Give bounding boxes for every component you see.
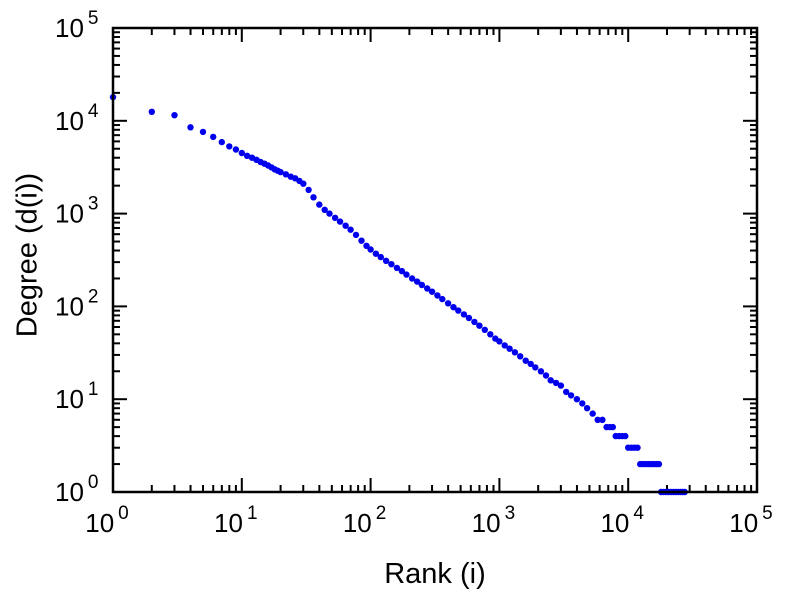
- y-axis-title: Degree (d(i)): [11, 172, 44, 338]
- y-tick-label: 10 0: [55, 472, 99, 507]
- axis-ticks: [112, 27, 758, 493]
- x-tick-label: 10 4: [600, 503, 644, 538]
- y-tick-label: 10 5: [55, 8, 99, 43]
- x-tick-label: 10 5: [729, 503, 773, 538]
- tick-labels: 10 0 10 1 10 2 10 3 10 4 10 5 10 0 10 1 10 2 10 3 10 4 10 5: [55, 8, 773, 538]
- x-tick-label: 10 1: [214, 503, 257, 538]
- y-tick-label: 10 2: [55, 286, 99, 321]
- y-tick-label: 10 1: [55, 379, 99, 414]
- x-axis-title: Rank (i): [384, 558, 486, 590]
- x-tick-label: 10 0: [85, 503, 129, 538]
- x-tick-label: 10 3: [472, 503, 516, 538]
- data-points: [109, 93, 688, 496]
- plot-frame: [111, 26, 759, 494]
- y-tick-label: 10 3: [55, 194, 99, 229]
- y-tick-label: 10 4: [55, 101, 99, 136]
- x-tick-label: 10 2: [343, 503, 387, 538]
